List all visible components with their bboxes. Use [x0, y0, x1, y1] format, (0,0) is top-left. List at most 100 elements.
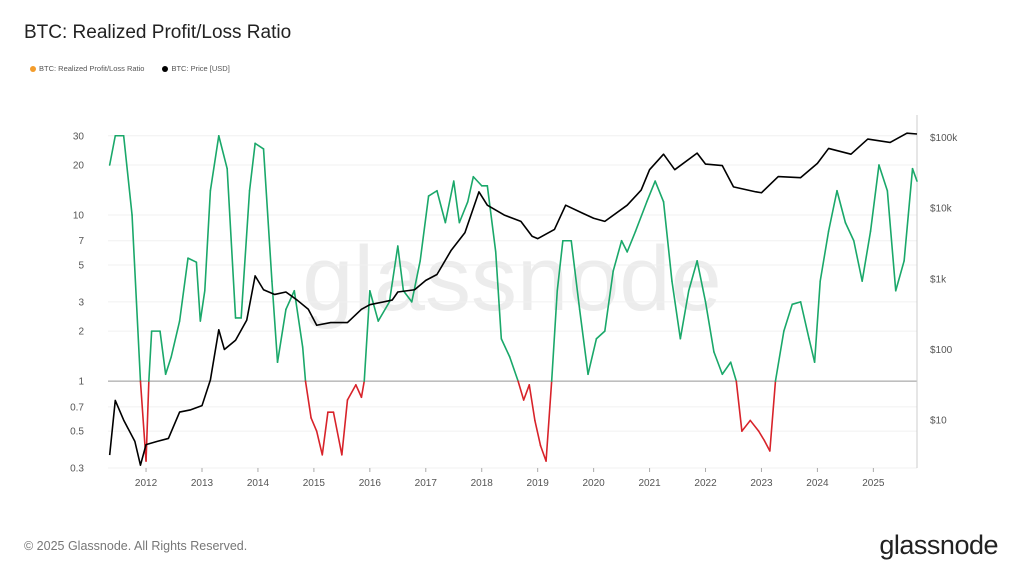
x-tick-label: 2013: [191, 478, 214, 489]
ratio-segment-profit: [626, 230, 637, 253]
ratio-segment-profit: [388, 245, 399, 303]
ratio-segment-loss: [522, 384, 531, 401]
gridlines: [108, 135, 917, 469]
ratio-segment-profit: [687, 260, 698, 292]
x-tick-label: 2019: [527, 478, 550, 489]
ratio-segment-profit: [556, 239, 564, 292]
ratio-segment-profit: [195, 261, 202, 322]
ratio-segment-profit: [827, 189, 838, 232]
watermark: glassnode: [302, 228, 721, 330]
y-left-tick-label: 0.7: [70, 402, 84, 413]
ratio-segment-profit: [604, 270, 615, 332]
ratio-segment-loss: [534, 419, 542, 447]
ratio-segment-profit: [486, 184, 497, 253]
ratio-segment-profit: [240, 189, 251, 319]
ratio-segment-profit: [276, 308, 287, 364]
ratio-segment-profit: [203, 189, 212, 292]
ratio-segment-profit: [458, 201, 469, 224]
ratio-segment-loss: [346, 384, 357, 401]
y-left-tick-label: 7: [78, 236, 84, 247]
chart-title: BTC: Realized Profit/Loss Ratio: [24, 22, 292, 43]
ratio-segment-profit: [131, 214, 142, 382]
ratio-segment-profit: [187, 257, 198, 263]
ratio-segment-profit: [550, 289, 559, 382]
x-tick-label: 2023: [750, 478, 773, 489]
y-left-tick-label: 1: [78, 377, 84, 388]
ratio-segment-loss: [528, 384, 536, 422]
legend-dot-price: [162, 65, 169, 72]
ratio-segment-profit: [662, 201, 673, 282]
legend-item-price[interactable]: BTC: Price [USD]: [162, 64, 230, 73]
ratio-segment-loss: [545, 380, 553, 462]
legend-label-ratio: BTC: Realized Profit/Loss Ratio: [39, 64, 145, 73]
ratio-segment-profit: [209, 134, 220, 192]
ratio-segment-profit: [271, 280, 279, 364]
ratio-segment-loss: [145, 380, 150, 462]
y-left-tick-label: 0.3: [70, 464, 84, 475]
y-right-tick-label: $10k: [930, 204, 953, 215]
ratio-segment-profit: [671, 280, 682, 340]
ratio-segment-loss: [763, 439, 771, 452]
ratio-segment-profit: [159, 330, 167, 376]
x-tick-label: 2020: [582, 478, 605, 489]
ratio-segment-profit: [301, 346, 307, 382]
ratio-segment-profit: [861, 230, 872, 282]
ratio-segment-profit: [494, 251, 503, 340]
ratio-segment-loss: [341, 399, 349, 456]
ratio-segment-profit: [444, 180, 455, 224]
y-right-tick-label: $100: [930, 345, 953, 356]
y-right-tick-label: $1k: [930, 274, 947, 285]
ratio-segment-profit: [808, 337, 816, 364]
ratio-segment-profit: [199, 289, 206, 322]
ratio-segment-profit: [852, 239, 863, 282]
legend-item-ratio[interactable]: BTC: Realized Profit/Loss Ratio: [30, 64, 144, 73]
ratio-segment-profit: [164, 356, 173, 376]
ratio-segment-profit: [844, 221, 855, 242]
ratio-segment-profit: [397, 245, 405, 292]
ratio-segment-loss: [735, 380, 743, 432]
ratio-segment-profit: [774, 330, 785, 382]
legend: BTC: Realized Profit/Loss Ratio BTC: Pri…: [30, 64, 230, 73]
copyright-footer: © 2025 Glassnode. All Rights Reserved.: [24, 539, 248, 553]
ratio-segment-profit: [508, 356, 519, 382]
ratio-segment-profit: [254, 142, 265, 150]
ratio-segment-profit: [285, 289, 296, 311]
ratio-segment-profit: [620, 239, 628, 253]
x-tick-label: 2018: [471, 478, 494, 489]
ratio-segment-loss: [304, 380, 312, 419]
ratio-segment-profit: [178, 257, 189, 322]
ratio-segment-profit: [783, 303, 794, 332]
y-left-tick-label: 20: [73, 161, 85, 172]
ratio-segment-profit: [654, 180, 665, 203]
ratio-segment-profit: [410, 260, 421, 303]
y-left-tick-label: 2: [78, 327, 84, 338]
ratio-segment-profit: [634, 201, 648, 232]
ratio-segment-profit: [799, 301, 810, 340]
glassnode-logo[interactable]: glassnode: [879, 530, 998, 560]
ratio-segment-profit: [911, 167, 918, 182]
ratio-segment-profit: [612, 239, 623, 272]
ratio-segment-profit: [791, 301, 802, 306]
ratio-segment-profit: [170, 320, 181, 358]
ratio-segment-loss: [360, 380, 366, 399]
price-line: [108, 132, 918, 467]
ratio-segment-loss: [355, 384, 363, 399]
ratio-segment-profit: [570, 239, 581, 311]
legend-label-price: BTC: Price [USD]: [171, 64, 230, 73]
ratio-segment-loss: [321, 411, 329, 456]
ratio-segment-profit: [500, 337, 511, 358]
y-right-tick-label: $10: [930, 416, 947, 427]
ratio-segment-loss: [741, 419, 752, 432]
ratio-segment-profit: [122, 134, 133, 216]
x-tick-label: 2024: [806, 478, 829, 489]
ratio-segment-profit: [813, 280, 822, 364]
ratio-segment-profit: [226, 167, 237, 319]
ratio-segment-profit: [836, 189, 847, 224]
legend-dot-ratio: [30, 65, 36, 72]
x-tick-label: 2012: [135, 478, 158, 489]
ratio-segment-profit: [878, 164, 889, 192]
ratio-segment-loss: [315, 430, 324, 456]
ratio-segment-profit: [436, 189, 447, 224]
y-left-tick-label: 10: [73, 211, 85, 222]
ratio-segment-profit: [721, 361, 732, 376]
